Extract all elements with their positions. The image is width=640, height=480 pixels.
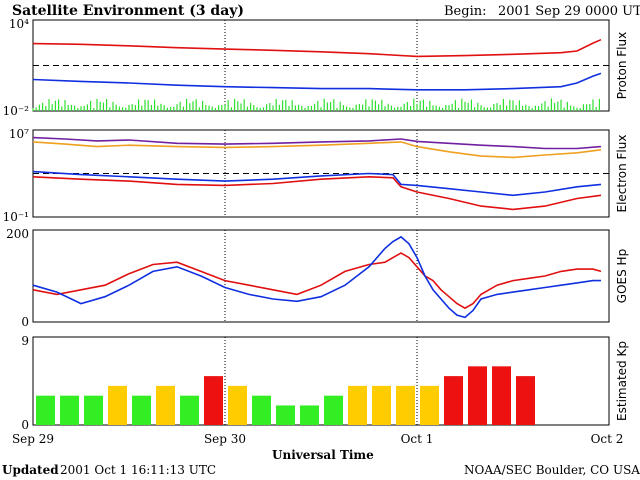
y-tick-label-top: 10⁴	[9, 17, 29, 31]
panel-frame	[32, 336, 610, 426]
x-axis-label: Universal Time	[272, 448, 374, 462]
kp-bar	[276, 405, 295, 425]
kp-bar	[36, 395, 55, 425]
chart-title: Satellite Environment (3 day)	[12, 3, 244, 19]
kp-bar	[60, 395, 79, 425]
x-tick-label: Sep 29	[12, 432, 54, 446]
x-tick-label: Oct 1	[401, 432, 434, 446]
kp-bar	[444, 376, 463, 425]
kp-bar	[252, 395, 271, 425]
kp-bar	[420, 385, 439, 425]
series-line	[32, 141, 602, 159]
kp-bar	[132, 395, 151, 425]
y-tick-label-bottom: 0	[21, 315, 29, 329]
y-axis-label: Electron Flux	[615, 135, 629, 213]
x-tick-label: Oct 2	[591, 432, 624, 446]
kp-bar	[468, 366, 487, 425]
series-line	[32, 235, 601, 319]
series-line	[32, 72, 602, 91]
y-axis-label: GOES Hp	[615, 249, 629, 303]
kp-bar	[108, 385, 127, 425]
kp-bar	[396, 385, 415, 425]
y-tick-label-bottom: 0	[21, 418, 29, 432]
kp-bar	[180, 395, 199, 425]
updated-value: 2001 Oct 1 16:11:13 UTC	[60, 463, 216, 477]
series-line	[32, 38, 602, 58]
kp-bar	[492, 366, 511, 425]
credit-text: NOAA/SEC Boulder, CO USA	[464, 463, 640, 477]
y-tick-label-top: 10⁷	[9, 127, 29, 141]
kp-bar	[516, 376, 535, 425]
kp-bar	[204, 376, 223, 425]
y-tick-label-bottom: 10⁻¹	[3, 210, 29, 224]
y-axis-label: Proton Flux	[615, 32, 629, 99]
begin-label: Begin:	[444, 4, 486, 19]
kp-bar	[300, 405, 319, 425]
kp-bar	[348, 385, 367, 425]
updated-label: Updated	[2, 463, 59, 477]
y-tick-label-top: 200	[6, 227, 29, 241]
kp-bar	[84, 395, 103, 425]
series-line	[32, 170, 602, 197]
y-tick-label-bottom: 10⁻²	[3, 104, 30, 118]
series-line	[32, 136, 602, 150]
panels: 10⁻² 10⁴ Proton Flux 10⁻¹ 10⁷ Electron Flux 0 2…	[3, 17, 629, 446]
series-line	[32, 175, 602, 211]
kp-bar	[324, 395, 343, 425]
begin-value: 2001 Sep 29 0000 UTC	[498, 4, 640, 19]
kp-bar	[372, 385, 391, 425]
x-tick-label: Sep 30	[204, 432, 246, 446]
series-line	[32, 252, 602, 310]
y-tick-label-top: 9	[21, 334, 29, 348]
panel-frame	[32, 19, 610, 112]
kp-bar	[228, 385, 247, 425]
panel-frame	[32, 229, 610, 323]
panel-frame	[32, 129, 610, 218]
y-axis-label: Estimated Kp	[615, 341, 629, 421]
kp-bar	[156, 385, 175, 425]
